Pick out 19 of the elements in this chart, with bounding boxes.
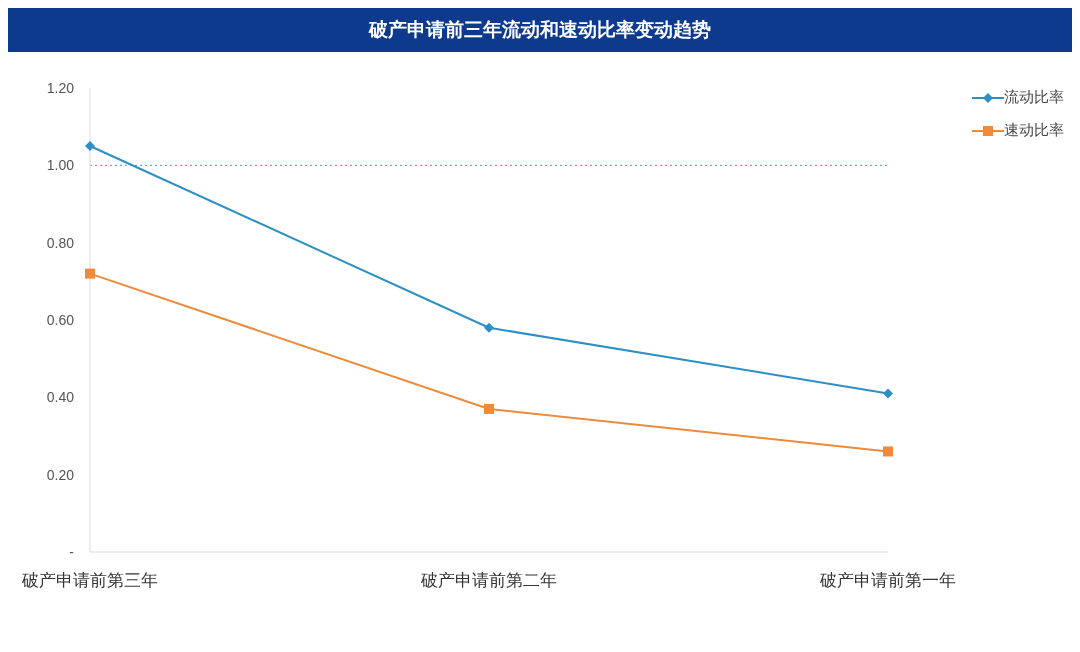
y-tick-label: 0.20 xyxy=(46,466,75,483)
x-tick-label: 破产申请前第三年 xyxy=(21,571,158,591)
y-tick-label: - xyxy=(69,543,75,560)
y-tick-label: 0.40 xyxy=(46,389,75,406)
chart-title: 破产申请前三年流动和速动比率变动趋势 xyxy=(8,8,1072,52)
point xyxy=(883,446,893,457)
point xyxy=(85,141,95,151)
legend-label: 流动比率 xyxy=(1004,88,1064,107)
x-tick-label: 破产申请前第一年 xyxy=(819,571,956,591)
point xyxy=(484,403,494,414)
y-tick-label: 0.60 xyxy=(46,311,75,328)
x-tick-label: 破产申请前第二年 xyxy=(420,571,557,591)
y-tick-label: 1.00 xyxy=(46,157,75,174)
point xyxy=(484,322,494,333)
y-tick-label: 1.20 xyxy=(46,79,75,96)
point xyxy=(883,388,893,399)
y-tick-label: 0.80 xyxy=(46,234,75,251)
legend-label: 速动比率 xyxy=(1004,121,1064,140)
point xyxy=(85,268,95,279)
